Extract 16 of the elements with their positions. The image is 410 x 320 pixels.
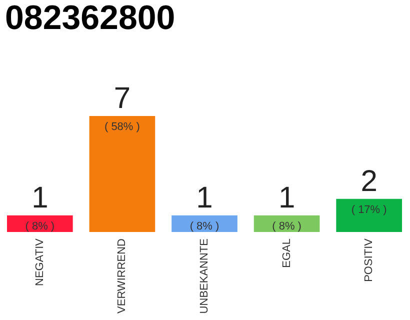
annotation: ( 17% ) [351,204,387,216]
annotation: ( 8% ) [190,220,220,232]
data-label: 7 [114,82,131,115]
data-label: 1 [32,181,48,214]
data-label: 1 [278,181,296,214]
chart-title: 082362800 [5,0,176,37]
x-tick-label: EGAL [280,238,293,268]
x-tick-label: VERWIRREND [116,238,128,314]
annotation: ( 8% ) [25,220,55,232]
data-label: 2 [360,164,378,198]
annotation: ( 8% ) [272,220,302,232]
annotation: ( 58% ) [104,121,140,133]
x-tick-label: NEGATIV [34,238,46,286]
x-tick-label: POSITIV [363,238,376,282]
x-tick-label: UNBEKANNTE [198,238,210,314]
data-label: 1 [196,181,213,214]
